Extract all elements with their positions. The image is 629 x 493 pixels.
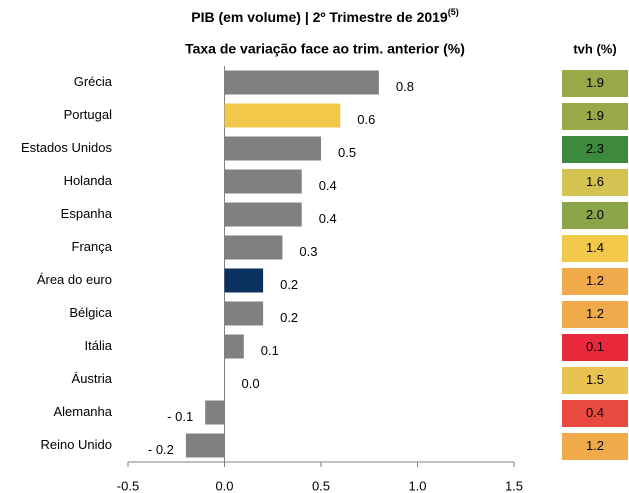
y-tick-label: França <box>72 239 113 254</box>
bar <box>205 400 225 425</box>
value-label: 0.4 <box>319 178 337 193</box>
table-title: tvh (%) <box>573 41 616 56</box>
y-tick-label: Estados Unidos <box>21 140 113 155</box>
y-tick-label: Reino Unido <box>40 437 112 452</box>
bar <box>224 136 321 161</box>
bar <box>224 202 302 227</box>
table-cell <box>562 334 628 361</box>
y-tick-label: Área do euro <box>37 272 112 287</box>
x-tick-label: 0.5 <box>312 478 330 493</box>
bar <box>224 235 283 260</box>
table-value: 1.2 <box>586 273 604 288</box>
y-tick-label: Espanha <box>61 206 113 221</box>
y-tick-label: Alemanha <box>53 404 112 419</box>
y-tick-label: Grécia <box>74 74 113 89</box>
chart-title: PIB (em volume) | 2º Trimestre de 2019(5… <box>191 7 458 24</box>
table-cell <box>562 70 628 97</box>
value-label: - 0.1 <box>167 409 193 424</box>
y-tick-label: Bélgica <box>69 305 112 320</box>
table-cell <box>562 268 628 295</box>
table-value: 1.2 <box>586 438 604 453</box>
value-label: 0.5 <box>338 145 356 160</box>
x-tick-label: -0.5 <box>117 478 139 493</box>
table-value: 0.1 <box>586 339 604 354</box>
table-cell <box>562 367 628 394</box>
bar <box>185 433 225 458</box>
table-cell <box>562 433 628 460</box>
bar <box>224 268 264 293</box>
bar <box>224 169 302 194</box>
value-label: - 0.2 <box>148 442 174 457</box>
table-cell <box>562 103 628 130</box>
chart-subtitle: Taxa de variação face ao trim. anterior … <box>185 41 465 57</box>
table-value: 1.6 <box>586 174 604 189</box>
title-superscript: (5) <box>448 7 459 17</box>
bar <box>224 301 264 326</box>
value-label: 0.4 <box>319 211 337 226</box>
value-label: 0.2 <box>280 310 298 325</box>
value-label: 0.1 <box>261 343 279 358</box>
table-value: 1.4 <box>586 240 604 255</box>
table-value: 1.5 <box>586 372 604 387</box>
table-cell <box>562 235 628 262</box>
y-tick-label: Itália <box>85 338 113 353</box>
x-tick-label: 1.5 <box>505 478 523 493</box>
value-label: 0.3 <box>299 244 317 259</box>
table-cell <box>562 136 628 163</box>
table-cell <box>562 202 628 229</box>
bar <box>224 334 244 359</box>
x-tick-label: 1.0 <box>408 478 426 493</box>
y-tick-label: Áustria <box>72 371 113 386</box>
title-text: PIB (em volume) | 2º Trimestre de 2019 <box>191 9 448 25</box>
bar <box>224 103 341 128</box>
value-label: 0.8 <box>396 79 414 94</box>
table-cell <box>562 169 628 196</box>
y-tick-label: Portugal <box>64 107 113 122</box>
table-value: 2.3 <box>586 141 604 156</box>
y-tick-label: Holanda <box>64 173 113 188</box>
value-label: 0.0 <box>242 376 260 391</box>
table-value: 1.9 <box>586 108 604 123</box>
table-cell <box>562 400 628 427</box>
bar <box>224 70 379 95</box>
value-label: 0.2 <box>280 277 298 292</box>
x-tick-label: 0.0 <box>215 478 233 493</box>
table-value: 1.9 <box>586 75 604 90</box>
table-value: 0.4 <box>586 405 604 420</box>
table-cell <box>562 301 628 328</box>
table-value: 1.2 <box>586 306 604 321</box>
value-label: 0.6 <box>357 112 375 127</box>
table-value: 2.0 <box>586 207 604 222</box>
